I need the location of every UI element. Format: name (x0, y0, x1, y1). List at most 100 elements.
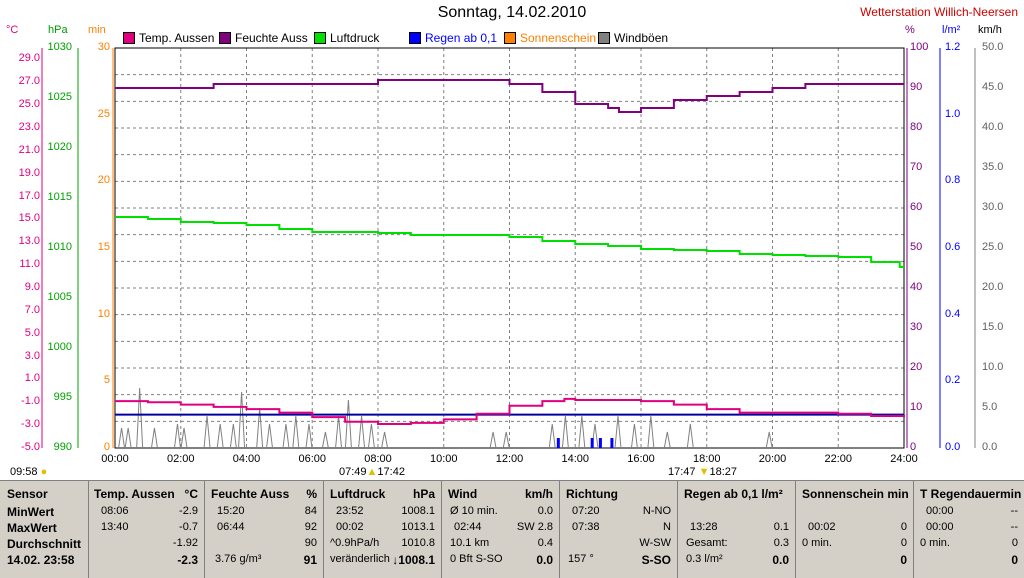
tick-label: 0.4 (945, 307, 961, 320)
x-tick-label: 16:00 (627, 453, 655, 465)
dir-avg-value: W-SW (639, 537, 671, 549)
legend-swatch (598, 32, 610, 44)
wind-max-time: 02:44 (454, 521, 482, 533)
tick-label: -5.0 (21, 441, 40, 453)
col-sunshine: Sonnenschein min 00:02 0 0 min. 0 0 (796, 481, 914, 578)
dir-min-time: 07:20 (572, 505, 600, 517)
col-direction: Richtung 07:20 N-NO 07:38 N W-SW 157 ° S… (560, 481, 678, 578)
tick-label: 1.0 (24, 372, 40, 385)
temp-min-time: 08:06 (101, 505, 129, 517)
tick-label: 0.0 (982, 441, 998, 453)
wind-avg-label: Ø 10 min. (450, 505, 498, 517)
legend-label: Sonnenschein (520, 31, 597, 45)
tdur-total-label: 0 min. (920, 537, 950, 549)
tick-label: 35.0 (982, 161, 1004, 173)
wind-gust-mark (282, 423, 290, 449)
tick-label: 40 (910, 281, 923, 293)
tick-label: 1015 (47, 191, 72, 203)
x-tick-label: 20:00 (758, 453, 787, 465)
x-tick-label: 06:00 (298, 453, 327, 465)
tick-label: 10.0 (982, 361, 1004, 373)
tick-label: 1.2 (945, 41, 961, 53)
hum-max-value: 92 (304, 521, 317, 533)
sun-current-value: 0 (900, 553, 907, 567)
tick-label: 50.0 (982, 41, 1004, 53)
wind-gust-mark (502, 431, 510, 449)
hdr-humidity: Feuchte Auss (211, 487, 290, 501)
tdur-max-value: -- (1010, 521, 1018, 533)
col-humidity: Feuchte Auss % 15:20 84 06:44 92 90 3.76… (205, 481, 324, 578)
x-tick-label: 02:00 (166, 453, 195, 465)
wind-gust-mark (136, 387, 144, 449)
hdr-sunshine: Sonnenschein min (802, 487, 909, 501)
tick-label: 0.0 (945, 441, 961, 453)
tick-label: 0.6 (945, 241, 961, 253)
tick-label: 25.0 (18, 98, 40, 111)
wind-gust-mark (266, 423, 274, 449)
col-rain-duration: T Regendauermin 00:00 -- 00:00 -- 0 min.… (914, 481, 1024, 578)
plot-frame (114, 47, 905, 449)
wind-gust-mark (578, 415, 586, 449)
wind-gust-mark (321, 431, 329, 449)
tick-label: 15.0 (982, 321, 1004, 333)
x-tick-label: 00:00 (101, 453, 129, 465)
legend-item: Sonnenschein (504, 31, 596, 45)
tick-label: 5.0 (24, 326, 40, 339)
tick-label: 19.0 (18, 166, 40, 179)
legend-label: Feuchte Auss (235, 31, 308, 45)
hdr-sensor: Sensor (7, 487, 48, 501)
sun-total-label: 0 min. (802, 537, 832, 549)
dir-degrees: 157 ° (568, 553, 594, 565)
press-max-value: 1013.1 (401, 521, 435, 533)
tick-label: 1010 (47, 241, 72, 253)
tick-label: 995 (53, 391, 72, 403)
tick-label: 80 (910, 121, 923, 133)
sunrise-time: 07:49▲17:42 (339, 466, 405, 478)
rain-total-value: 0.3 (773, 537, 789, 549)
sunset-time: 17:47 ▼18:27 (668, 466, 738, 478)
tdur-min-time: 00:00 (926, 505, 954, 517)
hum-max-time: 06:44 (217, 521, 245, 533)
tick-label: 20 (910, 361, 923, 373)
temp-current-value: -2.3 (177, 553, 198, 567)
tick-label: 5.0 (982, 401, 998, 413)
hdr-pressure: Luftdruck (330, 487, 386, 501)
tick-label: 0 (103, 441, 110, 453)
tick-label: -3.0 (21, 418, 40, 431)
press-trend: ^0.9hPa/h (330, 537, 380, 549)
wind-gust-mark (292, 415, 300, 449)
tick-label: 30 (910, 321, 923, 333)
legend-item: Luftdruck (314, 31, 379, 45)
tick-label: 0.2 (945, 374, 961, 387)
hdr-rain-duration: T Regendauermin (920, 487, 1022, 501)
wind-gust-mark (686, 423, 694, 449)
tick-label: 20 (97, 174, 110, 187)
tdur-current-value: 0 (1011, 553, 1018, 567)
row-min-label: MinWert (7, 505, 55, 519)
wind-gust-mark (765, 431, 773, 449)
tick-label: 1005 (47, 291, 72, 303)
temp-max-value: -0.7 (179, 521, 198, 533)
humidity-unit: % (905, 24, 915, 36)
hum-absolute: 3.76 g/m³ (215, 553, 262, 565)
tick-label: 21.0 (18, 143, 40, 156)
hdr-wind-unit: km/h (524, 487, 553, 501)
tick-label: 25 (97, 107, 110, 120)
hdr-humidity-unit: % (306, 487, 317, 501)
tick-label: 15 (97, 241, 110, 253)
legend-swatch (123, 32, 135, 44)
tick-label: 0.8 (945, 174, 961, 187)
tick-label: 3.0 (24, 349, 40, 362)
tick-label: 70 (910, 161, 923, 173)
station-name: Wetterstation Willich-Neersen (860, 5, 1018, 19)
legend-swatch (314, 32, 326, 44)
press-avg-value: 1010.8 (401, 537, 435, 549)
rain-bar (556, 438, 560, 448)
wind-gust-mark (663, 431, 671, 449)
tick-label: 50 (910, 241, 923, 253)
wind-gust-mark (335, 415, 343, 449)
tick-label: 1.0 (945, 107, 961, 120)
rain-bar (598, 438, 602, 448)
hdr-pressure-unit: hPa (412, 487, 435, 501)
temp-unit: °C (6, 24, 19, 36)
